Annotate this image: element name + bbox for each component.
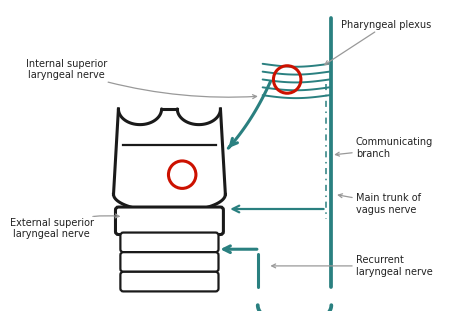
Text: Internal superior
laryngeal nerve: Internal superior laryngeal nerve <box>26 59 256 99</box>
FancyBboxPatch shape <box>116 207 223 235</box>
Text: Pharyngeal plexus: Pharyngeal plexus <box>325 19 431 64</box>
Text: Main trunk of
vagus nerve: Main trunk of vagus nerve <box>338 193 421 215</box>
Text: Communicating
branch: Communicating branch <box>336 137 433 159</box>
FancyBboxPatch shape <box>120 272 219 291</box>
FancyBboxPatch shape <box>120 252 219 272</box>
FancyBboxPatch shape <box>120 233 219 252</box>
Text: External superior
laryngeal nerve: External superior laryngeal nerve <box>9 214 119 239</box>
Text: Recurrent
laryngeal nerve: Recurrent laryngeal nerve <box>272 255 433 277</box>
